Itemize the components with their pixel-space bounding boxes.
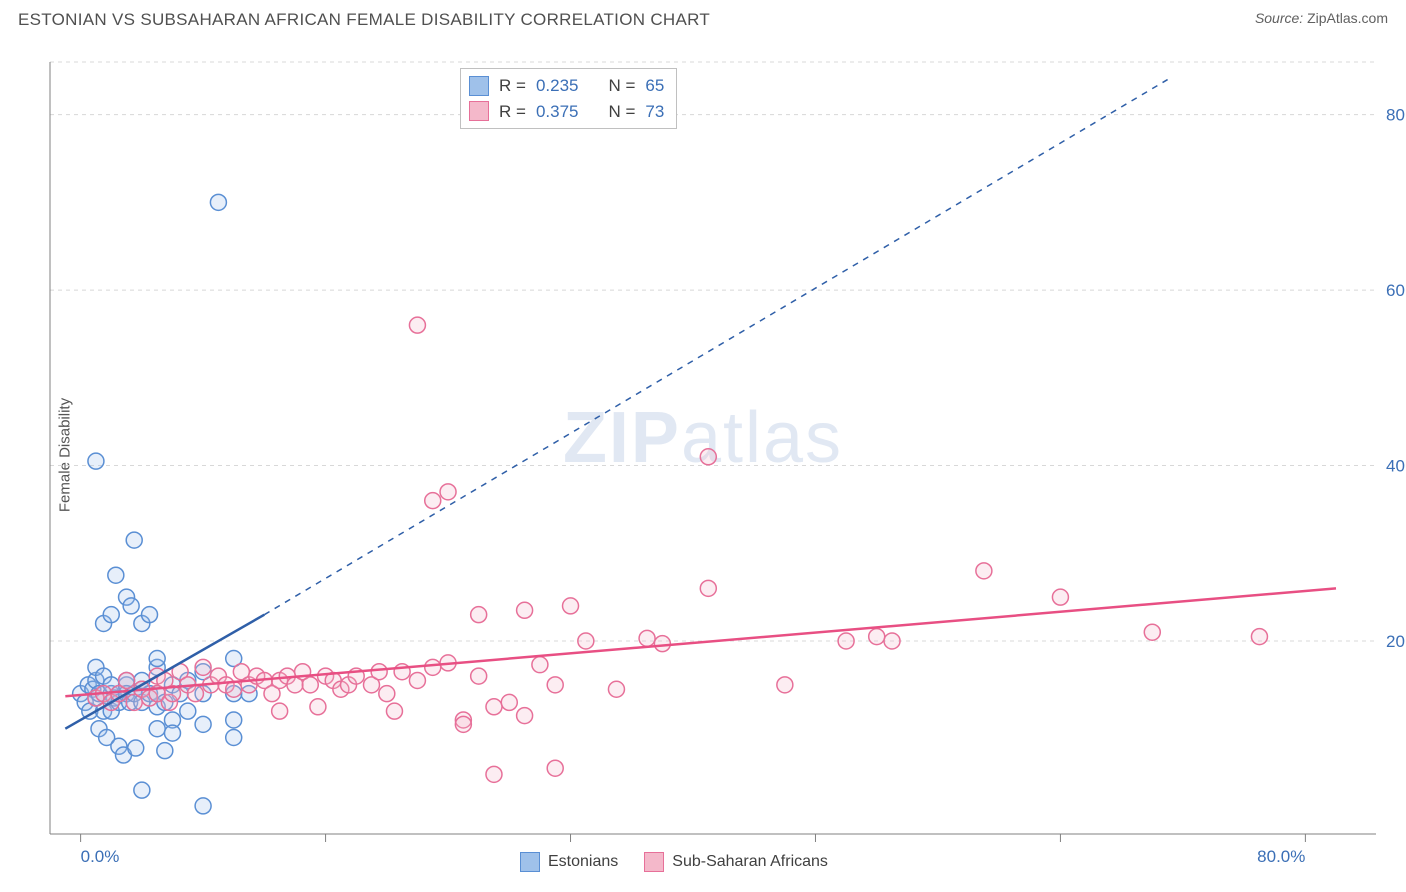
scatter-point [501,694,517,710]
bottom-legend: Estonians Sub-Saharan Africans [520,852,828,872]
stats-legend: R = 0.235 N = 65 R = 0.375 N = 73 [460,68,677,129]
scatter-point [128,740,144,756]
scatter-point [777,677,793,693]
scatter-point [654,636,670,652]
scatter-point [119,672,135,688]
scatter-point [517,602,533,618]
scatter-point [302,677,318,693]
scatter-point [195,716,211,732]
scatter-point [486,699,502,715]
scatter-point [440,484,456,500]
scatter-point [142,607,158,623]
scatter-point [547,760,563,776]
chart-area: Female Disability ZIPatlas 20.0%40.0%60.… [0,34,1406,876]
scatter-point [578,633,594,649]
legend-label: Sub-Saharan Africans [672,853,828,871]
r-value: 0.375 [536,99,579,125]
legend-swatch [644,852,664,872]
n-value: 65 [645,73,664,99]
scatter-point [195,798,211,814]
scatter-point [639,630,655,646]
scatter-point [180,703,196,719]
scatter-point [608,681,624,697]
y-tick-label: 20.0% [1386,632,1406,651]
legend-swatch [520,852,540,872]
header: ESTONIAN VS SUBSAHARAN AFRICAN FEMALE DI… [0,0,1406,34]
x-tick-label: 80.0% [1257,847,1305,866]
scatter-point [471,668,487,684]
scatter-point [1144,624,1160,640]
scatter-point [425,493,441,509]
chart-svg: 20.0% 40.0% 60.0% 80.0% 0.0% 80.0% [0,34,1406,876]
scatter-point [195,659,211,675]
scatter-point [149,721,165,737]
scatter-point [272,703,288,719]
scatter-point [1052,589,1068,605]
source: Source: ZipAtlas.com [1255,10,1388,26]
scatter-point [88,453,104,469]
scatter-point [134,782,150,798]
regression-line [65,588,1336,696]
scatter-point [425,659,441,675]
scatter-point [226,730,242,746]
scatter-point [455,716,471,732]
regression-line-dashed [264,80,1167,615]
r-label: R = [499,73,526,99]
scatter-point [149,651,165,667]
source-label: Source: [1255,10,1303,26]
scatter-point [547,677,563,693]
scatter-point [409,317,425,333]
scatter-point [371,664,387,680]
n-label: N = [608,99,635,125]
scatter-point [976,563,992,579]
n-value: 73 [645,99,664,125]
scatter-point [486,766,502,782]
scatter-point [700,449,716,465]
y-tick-label: 80.0% [1386,106,1406,125]
x-tick-label: 0.0% [81,847,120,866]
legend-item: Estonians [520,852,618,872]
scatter-point [123,598,139,614]
stats-row: R = 0.375 N = 73 [469,99,664,125]
scatter-point [310,699,326,715]
scatter-point [700,580,716,596]
scatter-point [409,672,425,688]
legend-swatch [469,101,489,121]
scatter-point [517,708,533,724]
r-value: 0.235 [536,73,579,99]
legend-swatch [469,76,489,96]
n-label: N = [608,73,635,99]
stats-row: R = 0.235 N = 65 [469,73,664,99]
scatter-point [869,629,885,645]
r-label: R = [499,99,526,125]
scatter-point [164,725,180,741]
scatter-point [379,686,395,702]
y-tick-label: 60.0% [1386,281,1406,300]
scatter-point [563,598,579,614]
source-value: ZipAtlas.com [1307,10,1388,26]
scatter-point [108,567,124,583]
scatter-point [386,703,402,719]
y-tick-label: 40.0% [1386,457,1406,476]
scatter-point [1251,629,1267,645]
scatter-point [157,743,173,759]
scatter-point [187,686,203,702]
scatter-point [103,607,119,623]
scatter-point [884,633,900,649]
legend-item: Sub-Saharan Africans [644,852,828,872]
legend-label: Estonians [548,853,618,871]
scatter-point [126,532,142,548]
scatter-point [471,607,487,623]
scatter-point [210,194,226,210]
scatter-point [226,712,242,728]
chart-title: ESTONIAN VS SUBSAHARAN AFRICAN FEMALE DI… [18,10,710,30]
scatter-point [532,657,548,673]
scatter-point [838,633,854,649]
